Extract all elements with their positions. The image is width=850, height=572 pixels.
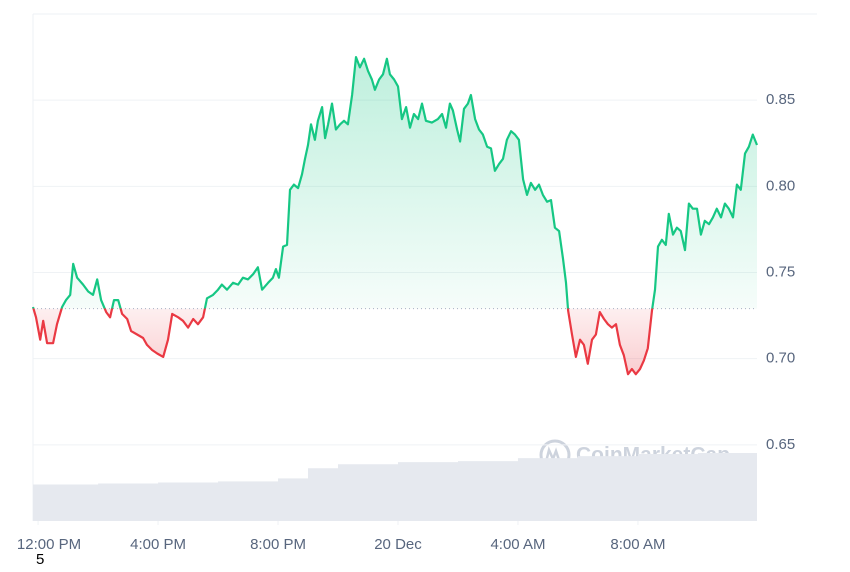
x-tick-label: 4:00 AM <box>490 536 545 553</box>
volume-area <box>33 451 757 521</box>
y-tick-label: 0.80 <box>766 177 795 194</box>
y-tick-label: 0.85 <box>766 91 795 108</box>
x-tick-label: 8:00 AM <box>610 536 665 553</box>
x-tick-label: 12:00 PM <box>17 536 81 553</box>
price-line <box>31 56 759 376</box>
x-tick-label: 4:00 PM <box>130 536 186 553</box>
x-tick-label: 8:00 PM <box>250 536 306 553</box>
footnote: 5 <box>36 551 44 567</box>
y-tick-label: 0.65 <box>766 436 795 453</box>
y-tick-label: 0.75 <box>766 263 795 280</box>
y-tick-label: 0.70 <box>766 350 795 367</box>
area <box>33 57 757 375</box>
x-tick-label: 20 Dec <box>374 536 422 553</box>
